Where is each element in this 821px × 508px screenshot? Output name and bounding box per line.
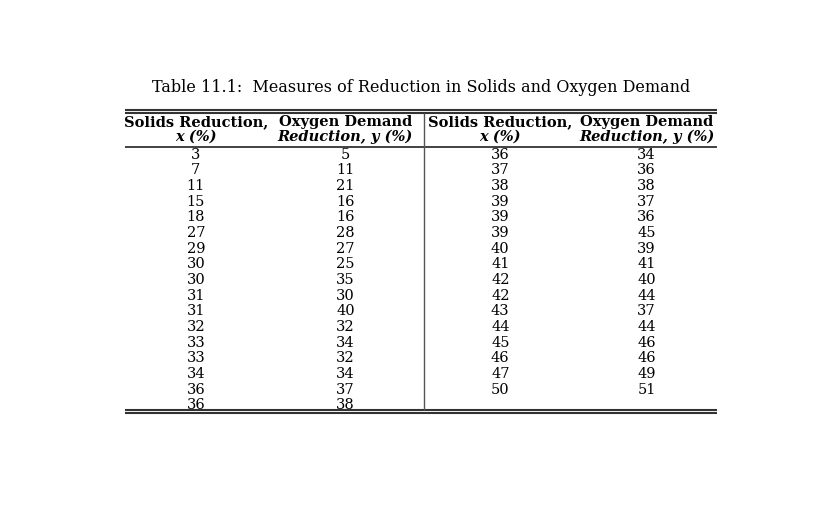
Text: Oxygen Demand: Oxygen Demand bbox=[279, 115, 412, 129]
Text: 37: 37 bbox=[491, 164, 510, 177]
Text: 45: 45 bbox=[637, 226, 656, 240]
Text: 32: 32 bbox=[336, 351, 355, 365]
Text: 30: 30 bbox=[336, 289, 355, 303]
Text: 40: 40 bbox=[637, 273, 656, 287]
Text: 11: 11 bbox=[186, 179, 205, 193]
Text: 35: 35 bbox=[336, 273, 355, 287]
Text: Solids Reduction,: Solids Reduction, bbox=[429, 115, 572, 129]
Text: 21: 21 bbox=[336, 179, 355, 193]
Text: Table 11.1:  Measures of Reduction in Solids and Oxygen Demand: Table 11.1: Measures of Reduction in Sol… bbox=[152, 79, 690, 96]
Text: 34: 34 bbox=[336, 367, 355, 381]
Text: 36: 36 bbox=[186, 383, 205, 397]
Text: 3: 3 bbox=[191, 148, 200, 162]
Text: 34: 34 bbox=[336, 336, 355, 350]
Text: 31: 31 bbox=[186, 289, 205, 303]
Text: 33: 33 bbox=[186, 336, 205, 350]
Text: 50: 50 bbox=[491, 383, 510, 397]
Text: 28: 28 bbox=[336, 226, 355, 240]
Text: 39: 39 bbox=[637, 242, 656, 256]
Text: 36: 36 bbox=[491, 148, 510, 162]
Text: 39: 39 bbox=[491, 210, 510, 225]
Text: 25: 25 bbox=[336, 258, 355, 271]
Text: 37: 37 bbox=[637, 304, 656, 319]
Text: 47: 47 bbox=[491, 367, 510, 381]
Text: 34: 34 bbox=[637, 148, 656, 162]
Text: 36: 36 bbox=[637, 164, 656, 177]
Text: 46: 46 bbox=[637, 336, 656, 350]
Text: 27: 27 bbox=[336, 242, 355, 256]
Text: 16: 16 bbox=[336, 210, 355, 225]
Text: 40: 40 bbox=[336, 304, 355, 319]
Text: 7: 7 bbox=[191, 164, 200, 177]
Text: Reduction, y (%): Reduction, y (%) bbox=[277, 130, 413, 144]
Text: 44: 44 bbox=[637, 320, 656, 334]
Text: 38: 38 bbox=[491, 179, 510, 193]
Text: 43: 43 bbox=[491, 304, 510, 319]
Text: 36: 36 bbox=[186, 398, 205, 412]
Text: 38: 38 bbox=[637, 179, 656, 193]
Text: 27: 27 bbox=[186, 226, 205, 240]
Text: 40: 40 bbox=[491, 242, 510, 256]
Text: x (%): x (%) bbox=[479, 130, 521, 144]
Text: 34: 34 bbox=[186, 367, 205, 381]
Text: 16: 16 bbox=[336, 195, 355, 209]
Text: 46: 46 bbox=[637, 351, 656, 365]
Text: 51: 51 bbox=[637, 383, 656, 397]
Text: 18: 18 bbox=[186, 210, 205, 225]
Text: 32: 32 bbox=[186, 320, 205, 334]
Text: Oxygen Demand: Oxygen Demand bbox=[580, 115, 713, 129]
Text: 44: 44 bbox=[491, 320, 510, 334]
Text: 31: 31 bbox=[186, 304, 205, 319]
Text: 46: 46 bbox=[491, 351, 510, 365]
Text: 38: 38 bbox=[336, 398, 355, 412]
Text: 30: 30 bbox=[186, 273, 205, 287]
Text: x (%): x (%) bbox=[175, 130, 217, 144]
Text: 42: 42 bbox=[491, 273, 510, 287]
Text: 45: 45 bbox=[491, 336, 510, 350]
Text: 44: 44 bbox=[637, 289, 656, 303]
Text: 29: 29 bbox=[186, 242, 205, 256]
Text: 32: 32 bbox=[336, 320, 355, 334]
Text: 42: 42 bbox=[491, 289, 510, 303]
Text: 15: 15 bbox=[186, 195, 205, 209]
Text: 36: 36 bbox=[637, 210, 656, 225]
Text: 39: 39 bbox=[491, 226, 510, 240]
Text: 37: 37 bbox=[637, 195, 656, 209]
Text: 37: 37 bbox=[336, 383, 355, 397]
Text: 5: 5 bbox=[341, 148, 350, 162]
Text: 41: 41 bbox=[637, 258, 656, 271]
Text: 49: 49 bbox=[637, 367, 656, 381]
Text: 11: 11 bbox=[337, 164, 355, 177]
Text: 33: 33 bbox=[186, 351, 205, 365]
Text: Solids Reduction,: Solids Reduction, bbox=[124, 115, 268, 129]
Text: Reduction, y (%): Reduction, y (%) bbox=[579, 130, 714, 144]
Text: 41: 41 bbox=[491, 258, 510, 271]
Text: 39: 39 bbox=[491, 195, 510, 209]
Text: 30: 30 bbox=[186, 258, 205, 271]
